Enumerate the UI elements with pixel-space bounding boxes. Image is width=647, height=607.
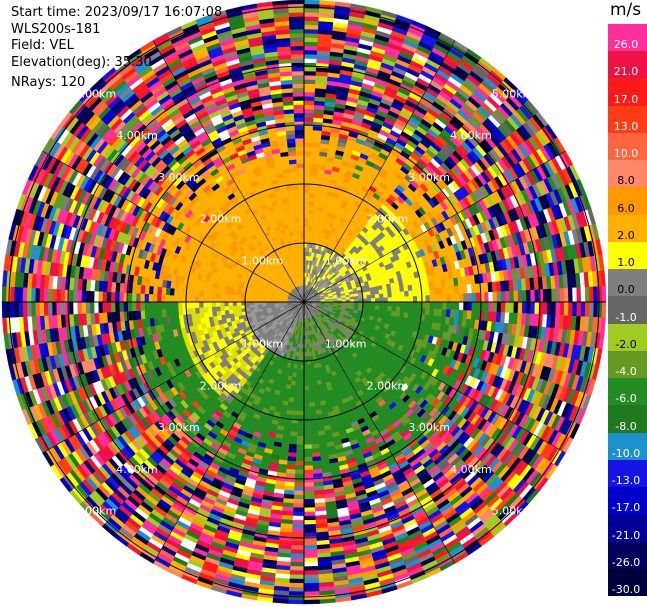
colorbar-segment xyxy=(608,160,647,188)
colorbar-unit: m/s xyxy=(610,0,642,20)
colorbar-tick-label: 17.0 xyxy=(613,92,639,106)
colorbar-segment xyxy=(608,105,647,134)
ring-label: 5.00km xyxy=(492,505,534,518)
colorbar-tick-label: 1.0 xyxy=(617,256,635,270)
ring-label: 3.00km xyxy=(158,421,200,434)
azimuth-line xyxy=(303,301,566,454)
colorbar-tick-label: -2.0 xyxy=(615,337,637,351)
ring-label: 4.00km xyxy=(116,129,158,142)
colorbar-tick-label: -6.0 xyxy=(615,392,637,406)
ring-labels: 1.00km 2.00km 3.00km 4.00km 5.00km 1.00km 2.00… xyxy=(75,87,534,517)
colorbar-tick-label: 21.0 xyxy=(613,65,639,79)
ring-label: 2.00km xyxy=(367,213,409,226)
azimuth-line xyxy=(152,40,305,303)
ring-label: 5.00km xyxy=(75,505,117,518)
colorbar-segment xyxy=(608,487,647,515)
colorbar-segment xyxy=(608,459,647,488)
ring-label: 3.00km xyxy=(158,171,200,184)
colorbar-tick-label: -8.0 xyxy=(615,419,637,433)
ring-label: 5.00km xyxy=(75,87,117,100)
colorbar-segment xyxy=(608,323,647,352)
ring-label: 4.00km xyxy=(116,463,158,476)
ring-label: 1.00km xyxy=(325,254,367,267)
azimuth-line xyxy=(152,301,305,564)
colorbar-segment xyxy=(608,405,647,434)
colorbar-segment xyxy=(608,241,647,270)
ring-label: 1.00km xyxy=(242,254,284,267)
colorbar-tick-label: 26.0 xyxy=(613,38,639,52)
ring-label: 2.00km xyxy=(200,379,242,392)
colorbar-tick-label: 0.0 xyxy=(617,283,635,297)
colorbar-tick-label: -30.0 xyxy=(611,583,641,596)
colorbar-segment xyxy=(608,296,647,325)
ring-label: 5.00km xyxy=(492,87,534,100)
colorbar-tick-label: -1.0 xyxy=(615,310,637,324)
azimuth-line xyxy=(42,150,305,303)
ring-label: 3.00km xyxy=(408,421,450,434)
ring-label: 2.00km xyxy=(200,213,242,226)
azimuth-line xyxy=(303,150,566,303)
elevation-label: Elevation(deg): 35.30 xyxy=(11,54,152,70)
colorbar-segment xyxy=(608,514,647,543)
instrument-label: WLS200s-181 xyxy=(11,21,101,37)
colorbar-tick-label: -21.0 xyxy=(611,528,641,542)
ring-label: 1.00km xyxy=(242,338,284,351)
ring-label: 1.00km xyxy=(325,338,367,351)
colorbar-tick-label: -4.0 xyxy=(615,365,637,379)
colorbar-tick-label: -13.0 xyxy=(611,474,641,488)
azimuth-line xyxy=(303,40,456,303)
colorbar-segment xyxy=(608,350,647,379)
colorbar-segment xyxy=(608,568,647,597)
colorbar-segment xyxy=(608,378,647,406)
colorbar-tick-label: 8.0 xyxy=(617,174,635,188)
azimuth-line xyxy=(303,301,456,564)
colorbar-segment xyxy=(608,214,647,243)
ring-label: 4.00km xyxy=(450,463,492,476)
start-time-label: Start time: 2023/09/17 16:07:08 xyxy=(11,5,223,20)
range-rings xyxy=(2,0,606,604)
colorbar: 26.0 21.0 17.0 13.0 10.0 8.0 6.0 2.0 1.0 0.0 -1.0 -… xyxy=(608,24,647,597)
nrays-label: NRays: 120 xyxy=(11,75,86,90)
ring-label: 2.00km xyxy=(367,379,409,392)
ring-label: 3.00km xyxy=(408,171,450,184)
colorbar-segment xyxy=(608,132,647,161)
colorbar-segment xyxy=(608,78,647,107)
colorbar-segment xyxy=(608,187,647,216)
colorbar-tick-label: -10.0 xyxy=(611,446,641,460)
colorbar-segment xyxy=(608,51,647,79)
metadata-block: Start time: 2023/09/17 16:07:08 WLS200s-… xyxy=(11,5,222,92)
colorbar-tick-label: 13.0 xyxy=(613,119,639,133)
colorbar-segment xyxy=(608,432,647,461)
ppi-gates xyxy=(1,0,607,605)
colorbar-tick-label: 2.0 xyxy=(617,228,635,242)
colorbar-tick-label: -17.0 xyxy=(611,501,641,515)
colorbar-segment xyxy=(608,269,647,297)
colorbar-tick-label: -26.0 xyxy=(611,555,641,569)
field-label: Field: VEL xyxy=(11,38,74,53)
colorbar-segment xyxy=(608,541,647,570)
colorbar-segment xyxy=(608,24,647,52)
azimuth-line xyxy=(42,301,305,454)
ring-label: 4.00km xyxy=(450,129,492,142)
colorbar-tick-label: 6.0 xyxy=(617,201,635,215)
colorbar-tick-label: 10.0 xyxy=(613,147,639,161)
